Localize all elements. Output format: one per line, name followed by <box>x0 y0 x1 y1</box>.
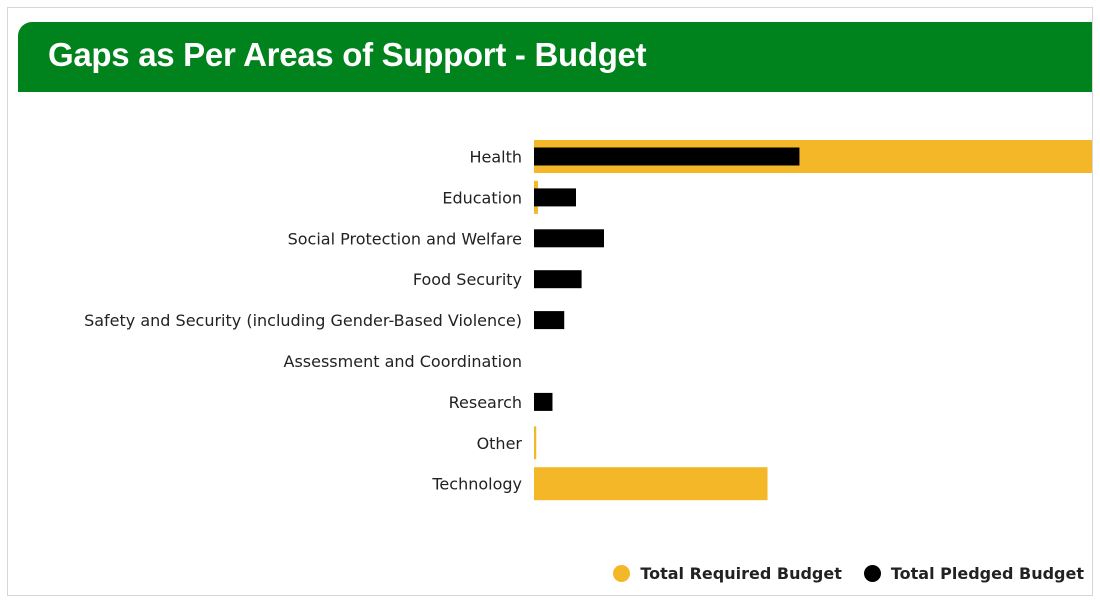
category-label-social-protection-and-welfare: Social Protection and Welfare <box>288 229 522 248</box>
category-label-education: Education <box>442 188 522 207</box>
legend-item-required[interactable]: Total Required Budget <box>613 564 842 583</box>
bar-pledged-food-security[interactable] <box>534 270 582 289</box>
bar-pledged-safety-and-security-including-gender-based-violence[interactable] <box>534 311 565 330</box>
bar-required-technology[interactable] <box>534 467 768 501</box>
category-label-assessment-and-coordination: Assessment and Coordination <box>284 352 523 371</box>
bar-pledged-social-protection-and-welfare[interactable] <box>534 229 604 248</box>
chart-header: Gaps as Per Areas of Support - Budget <box>18 22 1092 92</box>
category-label-safety-and-security-including-gender-based-violence: Safety and Security (including Gender-Ba… <box>84 311 522 330</box>
bar-pledged-education[interactable] <box>534 188 576 207</box>
legend-pledged-swatch <box>863 565 881 582</box>
bar-pledged-health[interactable] <box>534 147 800 166</box>
chart-legend: Total Required Budget Total Pledged Budg… <box>613 564 1084 583</box>
legend-pledged-label: Total Pledged Budget <box>890 564 1084 583</box>
category-label-other: Other <box>477 434 523 453</box>
category-label-food-security: Food Security <box>413 270 522 289</box>
bar-required-other[interactable] <box>534 426 537 460</box>
category-label-health: Health <box>469 148 522 167</box>
chart-card: Gaps as Per Areas of Support - Budget He… <box>7 7 1093 596</box>
category-label-research: Research <box>449 393 522 412</box>
legend-required-swatch <box>613 565 631 582</box>
legend-item-pledged[interactable]: Total Pledged Budget <box>863 564 1084 583</box>
category-label-technology: Technology <box>431 475 522 494</box>
bar-chart: Health Education Social Protection and Wel… <box>84 140 1092 501</box>
legend-required-label: Total Required Budget <box>640 564 842 583</box>
bar-pledged-research[interactable] <box>534 392 553 411</box>
chart-title: Gaps as Per Areas of Support - Budget <box>48 36 647 73</box>
